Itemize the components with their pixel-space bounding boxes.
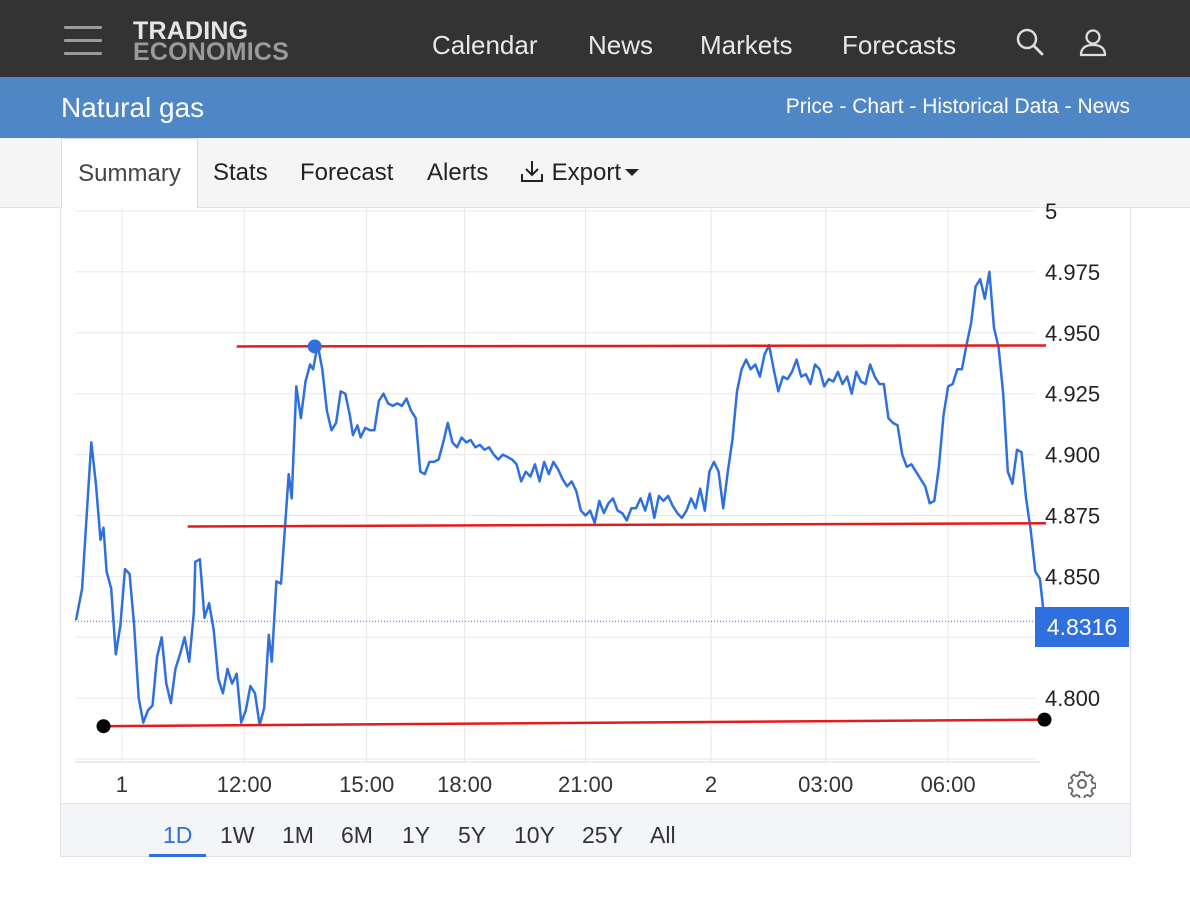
logo[interactable]: TRADING ECONOMICS bbox=[133, 17, 289, 66]
trendline bbox=[187, 522, 1047, 528]
y-tick-label: 4.850 bbox=[1045, 564, 1100, 589]
instrument-titlebar: Natural gas Price - Chart - Historical D… bbox=[0, 77, 1190, 138]
last-price-badge: 4.8316 bbox=[1035, 607, 1129, 647]
x-tick-label: 18:00 bbox=[437, 772, 492, 797]
x-tick-label: 06:00 bbox=[921, 772, 976, 797]
tab-export[interactable]: Export bbox=[519, 138, 640, 208]
logo-line2: ECONOMICS bbox=[133, 38, 289, 66]
chart-panel bbox=[60, 208, 1131, 857]
top-navbar: TRADING ECONOMICS Calendar News Markets … bbox=[0, 0, 1190, 77]
range-selector: 1D 1W 1M 6M 1Y 5Y 10Y 25Y All bbox=[61, 803, 1130, 857]
y-tick-label: 4.900 bbox=[1045, 443, 1100, 468]
x-tick-label: 21:00 bbox=[558, 772, 613, 797]
nav-calendar[interactable]: Calendar bbox=[432, 30, 538, 60]
trendline-marker bbox=[1037, 712, 1052, 727]
link-historical-data[interactable]: Historical Data bbox=[922, 95, 1059, 118]
instrument-sublinks: Price - Chart - Historical Data - News bbox=[786, 95, 1130, 119]
gear-icon[interactable] bbox=[1068, 770, 1096, 798]
range-all[interactable]: All bbox=[650, 822, 676, 848]
trendline-marker bbox=[307, 339, 322, 354]
y-tick-label: 4.925 bbox=[1045, 382, 1100, 407]
link-separator: - bbox=[833, 95, 853, 118]
nav-news[interactable]: News bbox=[588, 30, 654, 60]
x-tick-label: 1 bbox=[116, 772, 128, 797]
trendline-marker bbox=[96, 719, 111, 734]
page-title: Natural gas bbox=[61, 92, 205, 123]
y-tick-label: 4.975 bbox=[1045, 260, 1100, 285]
range-6m[interactable]: 6M bbox=[341, 822, 373, 848]
trendline bbox=[236, 344, 1047, 348]
search-icon[interactable] bbox=[1015, 27, 1045, 57]
link-price[interactable]: Price bbox=[785, 95, 834, 118]
range-1y[interactable]: 1Y bbox=[402, 822, 431, 848]
tabs-row: Summary Stats Forecast Alerts Export bbox=[0, 138, 1190, 209]
range-1w[interactable]: 1W bbox=[220, 822, 255, 848]
range-1d[interactable]: 1D bbox=[163, 822, 193, 848]
x-tick-label: 03:00 bbox=[798, 772, 853, 797]
x-tick-label: 2 bbox=[705, 772, 717, 797]
y-tick-label: 5 bbox=[1045, 199, 1057, 224]
link-separator: - bbox=[1058, 95, 1078, 118]
trendline bbox=[103, 718, 1045, 728]
logo-line1: TRADING bbox=[133, 17, 249, 45]
y-tick-label: 4.950 bbox=[1045, 321, 1100, 346]
user-icon[interactable] bbox=[1078, 27, 1108, 57]
y-tick-label: 4.800 bbox=[1045, 686, 1100, 711]
price-series-line bbox=[74, 270, 1046, 727]
link-separator: - bbox=[903, 95, 923, 118]
link-chart[interactable]: Chart bbox=[852, 95, 904, 118]
export-label: Export bbox=[551, 159, 622, 186]
tab-alerts[interactable]: Alerts bbox=[427, 159, 489, 186]
y-tick-label: 4.875 bbox=[1045, 504, 1100, 529]
chevron-down-icon bbox=[625, 168, 640, 176]
x-tick-label: 12:00 bbox=[217, 772, 272, 797]
x-tick-label: 15:00 bbox=[339, 772, 394, 797]
link-news[interactable]: News bbox=[1077, 95, 1130, 118]
download-icon bbox=[521, 161, 543, 183]
tab-stats[interactable]: Stats bbox=[213, 159, 268, 186]
nav-markets[interactable]: Markets bbox=[700, 30, 793, 60]
range-25y[interactable]: 25Y bbox=[582, 822, 623, 848]
menu-icon[interactable] bbox=[64, 26, 102, 56]
range-5y[interactable]: 5Y bbox=[458, 822, 487, 848]
nav-forecasts[interactable]: Forecasts bbox=[842, 30, 957, 60]
range-10y[interactable]: 10Y bbox=[514, 822, 555, 848]
tab-forecast[interactable]: Forecast bbox=[300, 159, 394, 186]
range-1m[interactable]: 1M bbox=[282, 822, 314, 848]
active-range-indicator bbox=[149, 854, 206, 857]
tab-summary[interactable]: Summary bbox=[61, 138, 198, 209]
